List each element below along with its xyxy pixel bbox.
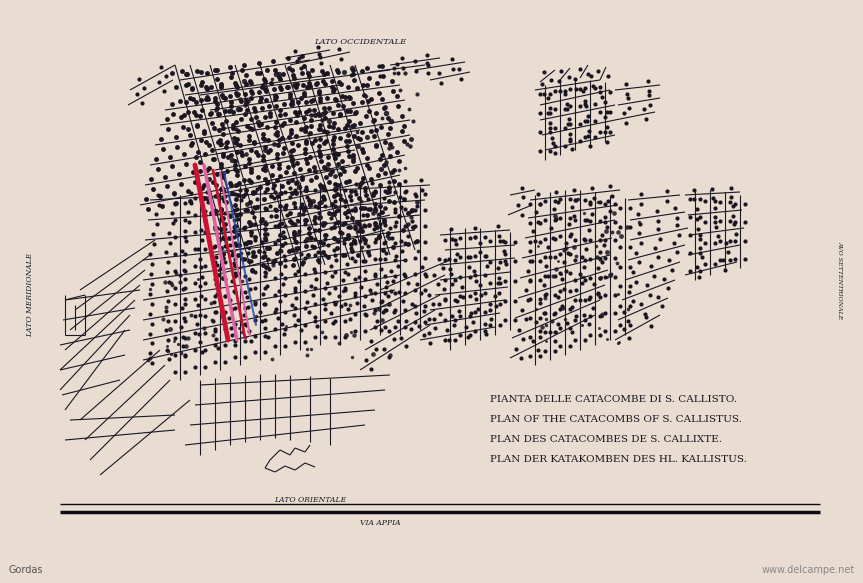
Text: PLAN OF THE CATACOMBS OF S. CALLISTUS.: PLAN OF THE CATACOMBS OF S. CALLISTUS.: [490, 416, 742, 424]
Text: PIANTA DELLE CATACOMBE DI S. CALLISTO.: PIANTA DELLE CATACOMBE DI S. CALLISTO.: [490, 395, 737, 405]
Text: www.delcampe.net: www.delcampe.net: [762, 565, 855, 575]
Text: LATO MERIDIONALE: LATO MERIDIONALE: [26, 253, 34, 337]
Text: LATO OCCIDENTALE: LATO OCCIDENTALE: [314, 38, 406, 46]
Text: VIA APPIA: VIA APPIA: [360, 519, 400, 527]
Text: Gordas: Gordas: [8, 565, 42, 575]
Text: LATO ORIENTALE: LATO ORIENTALE: [274, 496, 346, 504]
Text: AVO SETTENTRIONALE: AVO SETTENTRIONALE: [837, 241, 842, 319]
Text: PLAN DER KATAKOMBEN DES HL. KALLISTUS.: PLAN DER KATAKOMBEN DES HL. KALLISTUS.: [490, 455, 746, 465]
Text: PLAN DES CATACOMBES DE S. CALLIXTE.: PLAN DES CATACOMBES DE S. CALLIXTE.: [490, 436, 722, 444]
